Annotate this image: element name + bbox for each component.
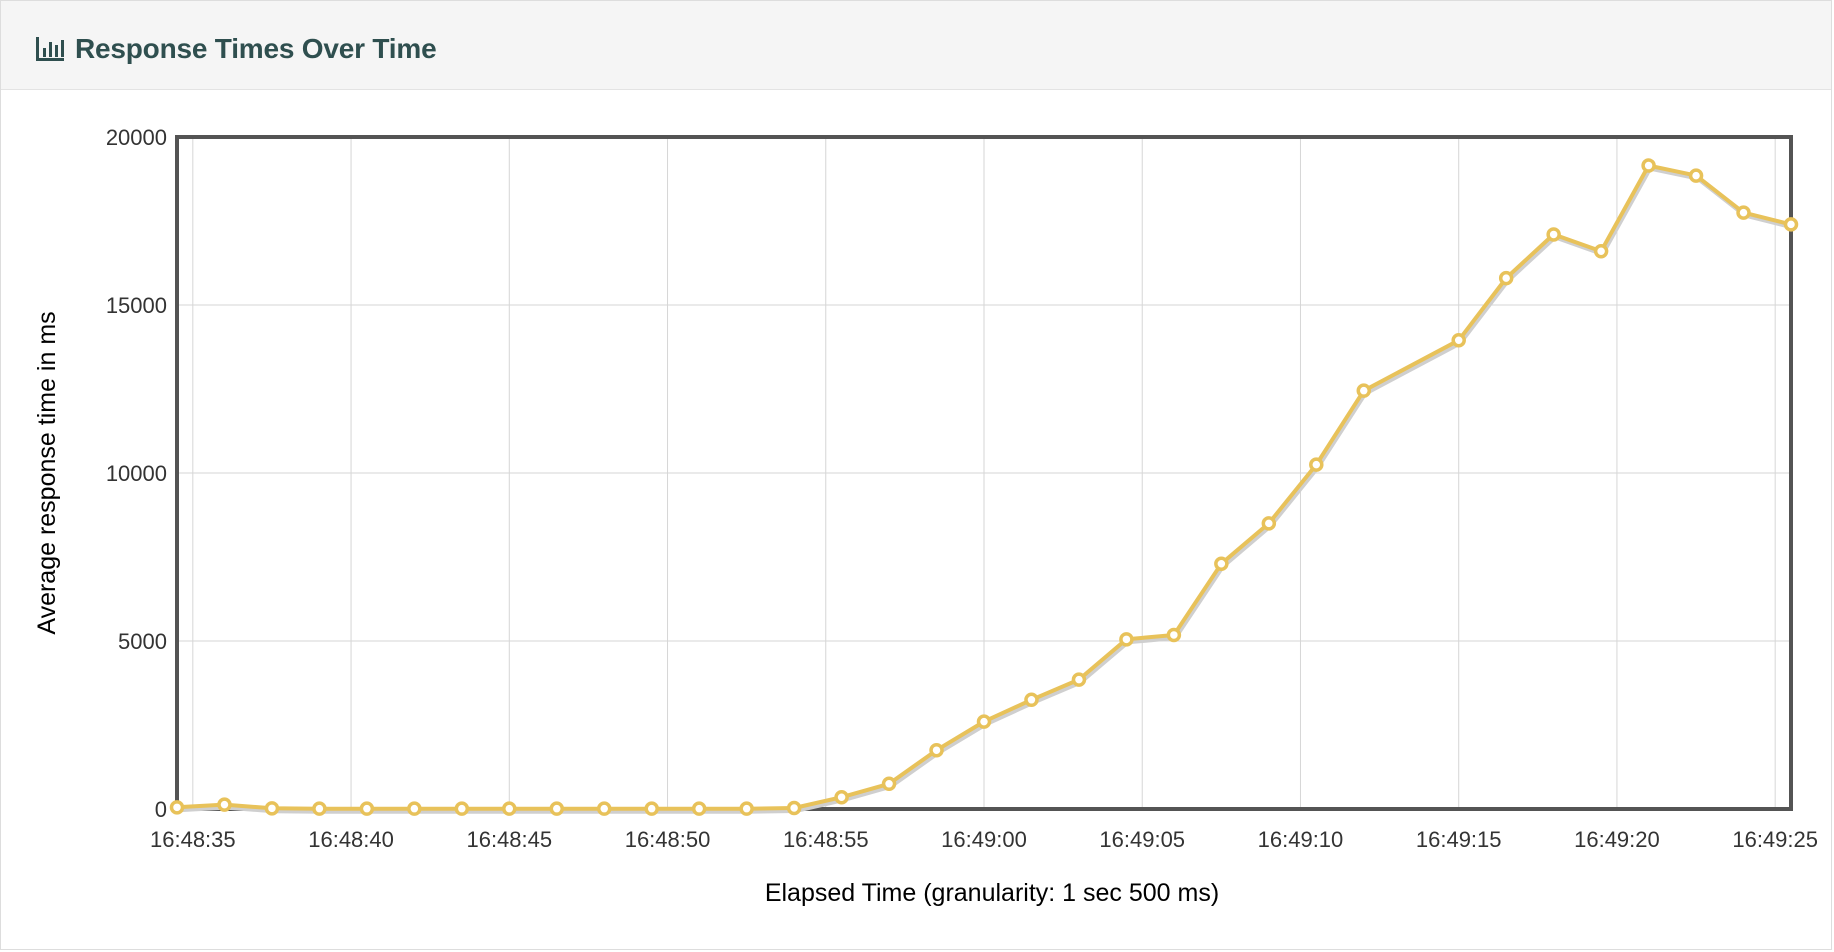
x-tick-label: 16:49:10 xyxy=(1258,827,1344,852)
y-tick-label: 15000 xyxy=(106,293,167,318)
data-point xyxy=(359,801,375,816)
data-point xyxy=(169,800,185,815)
y-tick-label: 5000 xyxy=(118,629,167,654)
y-axis-label: Average response time in ms xyxy=(33,311,61,634)
data-point xyxy=(1119,632,1134,647)
panel-heading: Response Times Over Time xyxy=(1,1,1831,90)
x-tick-label: 16:49:15 xyxy=(1416,827,1502,852)
data-point xyxy=(691,801,707,816)
x-tick-label: 16:48:55 xyxy=(783,827,869,852)
data-point xyxy=(786,800,802,816)
data-point xyxy=(1261,516,1277,531)
data-point xyxy=(881,776,897,792)
data-point xyxy=(1688,168,1704,183)
data-point xyxy=(312,801,327,816)
panel-title: Response Times Over Time xyxy=(35,33,437,65)
response-times-chart: 16:48:35 16:48:40 16:48:45 16:48:50 16:48:55… xyxy=(33,125,1818,907)
data-point xyxy=(1214,556,1229,571)
data-point xyxy=(1309,457,1324,472)
data-point xyxy=(264,801,280,816)
data-point xyxy=(834,789,849,805)
x-tick-label: 16:48:50 xyxy=(625,827,711,852)
data-point xyxy=(549,801,565,816)
data-point xyxy=(1546,227,1561,242)
plot-frame xyxy=(175,135,1793,811)
data-point xyxy=(644,801,659,816)
data-point xyxy=(407,801,422,816)
data-point xyxy=(1783,217,1799,232)
x-tick-label: 16:48:45 xyxy=(466,827,552,852)
data-point xyxy=(929,742,944,758)
data-point xyxy=(596,801,612,816)
data-point xyxy=(1166,627,1182,643)
data-point xyxy=(454,801,470,816)
data-point xyxy=(739,801,754,816)
series-line xyxy=(176,163,1792,811)
data-point xyxy=(502,801,517,816)
x-tick-label: 16:49:25 xyxy=(1732,827,1818,852)
data-point xyxy=(1593,243,1609,259)
data-point xyxy=(1356,383,1372,398)
x-tick-label: 16:48:35 xyxy=(150,827,236,852)
data-point xyxy=(1498,270,1514,286)
y-tick-label: 10000 xyxy=(106,461,167,486)
data-point xyxy=(1641,158,1656,173)
y-tick-label: 0 xyxy=(155,797,167,822)
x-tick-label: 16:48:40 xyxy=(308,827,394,852)
data-point xyxy=(1071,672,1087,687)
bar-chart-icon xyxy=(36,37,64,61)
series-line-shadow xyxy=(178,166,1793,814)
x-tick-label: 16:49:00 xyxy=(941,827,1027,852)
data-point xyxy=(976,714,992,729)
panel-title-text: Response Times Over Time xyxy=(75,33,437,64)
data-point xyxy=(1451,333,1466,348)
x-tick-label: 16:49:05 xyxy=(1099,827,1185,852)
x-tick-label: 16:49:20 xyxy=(1574,827,1660,852)
data-point xyxy=(1736,205,1751,220)
x-axis-label: Elapsed Time (granularity: 1 sec 500 ms) xyxy=(765,879,1219,907)
data-point xyxy=(217,797,232,812)
data-point xyxy=(1024,692,1039,708)
y-tick-label: 20000 xyxy=(106,125,167,150)
